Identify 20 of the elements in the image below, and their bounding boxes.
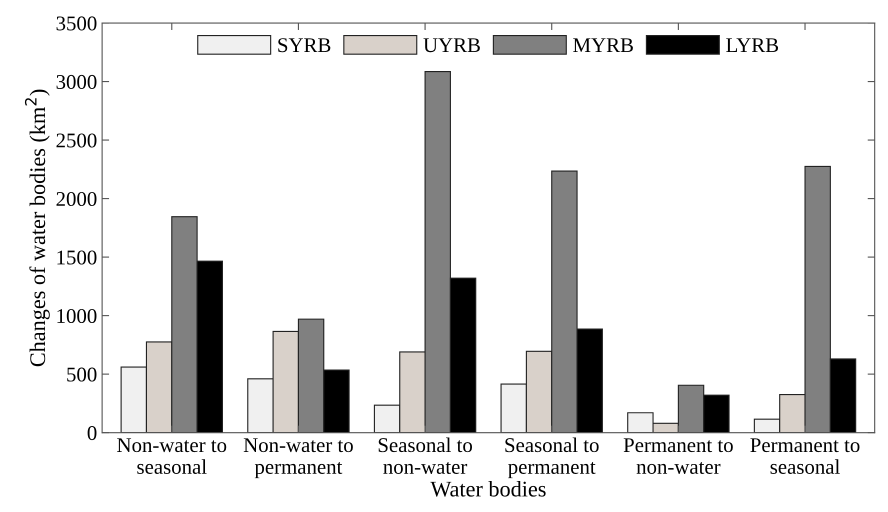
y-tick-label: 2000: [56, 192, 96, 206]
legend-label: MYRB: [573, 38, 633, 52]
y-tick-label: 500: [67, 368, 96, 382]
x-tick-label: Non-water to seasonal: [117, 438, 226, 474]
x-tick-label: Seasonal to non-water: [378, 438, 472, 474]
y-tick-label: 1000: [57, 308, 96, 324]
x-tick-label: Permanent to non-water: [624, 438, 733, 474]
y-tick-label: 1500: [57, 250, 96, 265]
y-axis-title: Changes of water bodies (km$^{2}$): [24, 90, 50, 366]
x-tick-label: Seasonal to permanent: [505, 438, 599, 478]
x-tick-label: Permanent to seasonal: [750, 438, 860, 474]
legend-label: UYRB: [423, 38, 480, 52]
y-tick-label: 3000: [56, 74, 96, 89]
y-tick-label: 3500: [56, 16, 96, 30]
y-tick-label: 0: [88, 426, 96, 440]
legend-label: LYRB: [726, 38, 778, 52]
legend-label: SYRB: [278, 38, 330, 52]
x-tick-label: Non-water to permanent: [244, 438, 353, 478]
y-tick-label: 2500: [56, 133, 96, 148]
x-axis-title: Water bodies: [430, 480, 546, 497]
